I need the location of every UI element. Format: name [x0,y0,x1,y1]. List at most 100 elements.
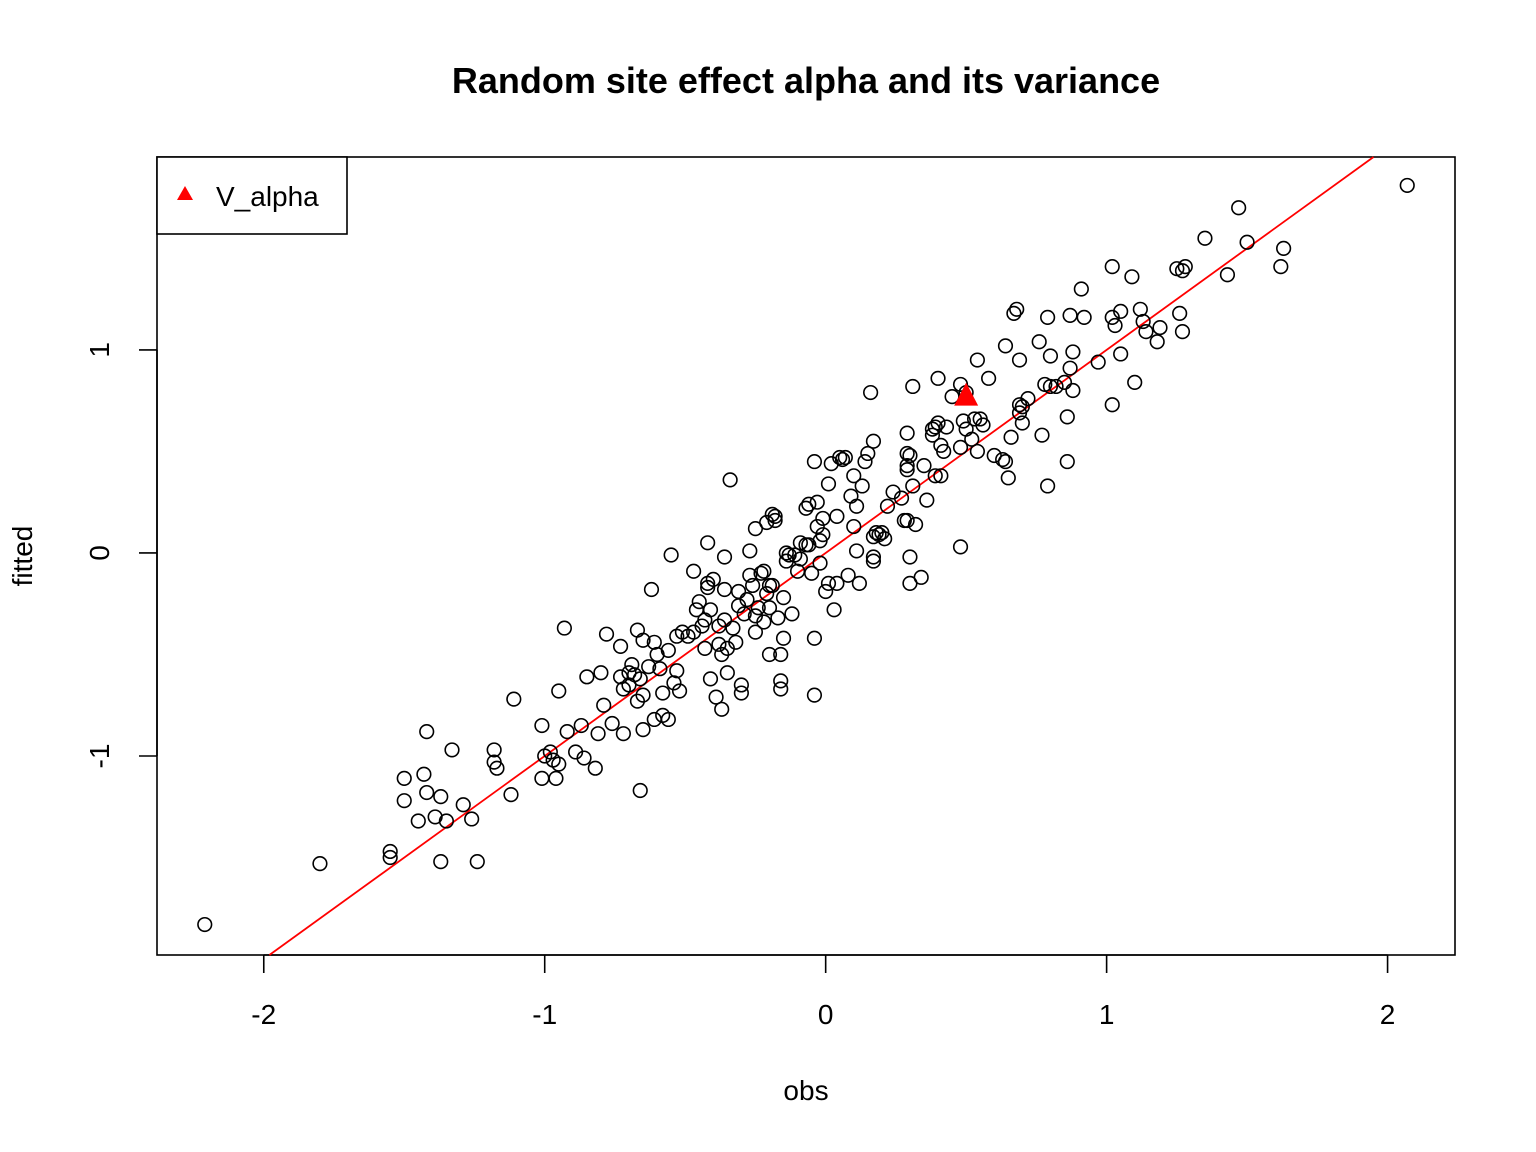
data-point [534,717,550,734]
data-point [1059,409,1075,425]
data-point [860,445,876,462]
data-point [612,669,629,685]
data-point [598,626,615,642]
data-point [632,782,648,799]
data-point [579,669,595,685]
data-point [596,697,612,713]
data-point [1065,344,1081,360]
v-alpha-marker [954,382,979,406]
data-point [1009,301,1025,317]
data-point [464,811,480,827]
y-axis: -1 0 1 [84,342,158,768]
data-point [997,338,1014,354]
data-point [700,535,716,551]
data-point [865,553,882,569]
data-point [857,453,873,470]
data-point [733,677,749,693]
data-point [952,539,969,555]
data-point [705,571,721,587]
data-point [1003,429,1019,445]
data-point [893,490,910,506]
data-point [1197,230,1213,246]
data-point [938,419,955,435]
data-point [1239,234,1255,250]
x-tick-label: 2 [1380,999,1396,1030]
data-point [551,756,567,772]
x-tick-label: -1 [532,999,557,1030]
data-point [730,583,747,600]
data-point [773,646,789,663]
data-point [899,445,915,462]
data-point [969,352,985,368]
data-point [624,657,640,673]
data-point [843,488,859,504]
data-point [753,565,769,581]
data-point [930,370,946,386]
data-point [382,849,398,866]
data-point [728,634,744,650]
data-point [433,789,449,805]
data-point [952,439,969,455]
data-point [719,665,735,681]
data-point [1042,378,1059,395]
data-point [506,691,522,707]
y-tick-label: 1 [84,342,115,358]
data-point [1059,453,1075,470]
data-point [747,624,764,640]
data-point [725,620,741,636]
data-point [548,770,564,786]
data-point [899,512,915,529]
data-point [593,665,609,681]
data-point [1174,263,1191,279]
data-point [716,612,733,628]
data-point [804,565,820,581]
data-point [1014,399,1030,415]
data-point [1113,346,1129,362]
legend: V_alpha [156,156,348,235]
data-point [641,659,657,675]
data-point [759,585,775,602]
data-point [716,549,733,565]
data-point [837,449,853,466]
data-point [902,447,918,464]
data-point [812,555,828,571]
data-point [410,813,426,829]
data-point [1132,301,1148,317]
data-point [1113,303,1129,319]
data-point [907,516,924,533]
data-point [742,543,758,559]
data-point [1219,267,1236,283]
data-point [739,592,755,608]
data-point [801,496,817,512]
data-point [865,549,882,565]
data-point [761,600,778,616]
data-point [1014,415,1030,431]
data-point [702,602,719,618]
data-point [829,508,845,525]
data-point [1107,317,1123,334]
data-point [312,856,328,872]
x-tick-label: 1 [1099,999,1115,1030]
data-point [1177,259,1193,275]
data-point [767,512,783,529]
data-point [952,376,969,393]
data-point [700,579,716,596]
data-point [806,687,823,703]
data-point [1124,269,1140,285]
data-point [773,681,789,697]
data-point [663,547,679,563]
data-point [826,602,842,618]
data-point [438,813,454,829]
data-point [534,770,550,786]
data-point [635,722,651,738]
data-point [1034,427,1050,443]
data-point [396,793,412,809]
data-point [1127,374,1143,390]
data-point [840,567,856,583]
data-point [702,671,719,687]
data-point [1065,382,1081,399]
data-point [1011,352,1028,368]
legend-triangle-icon [177,186,193,200]
data-point [936,443,952,460]
data-point [1135,313,1151,330]
